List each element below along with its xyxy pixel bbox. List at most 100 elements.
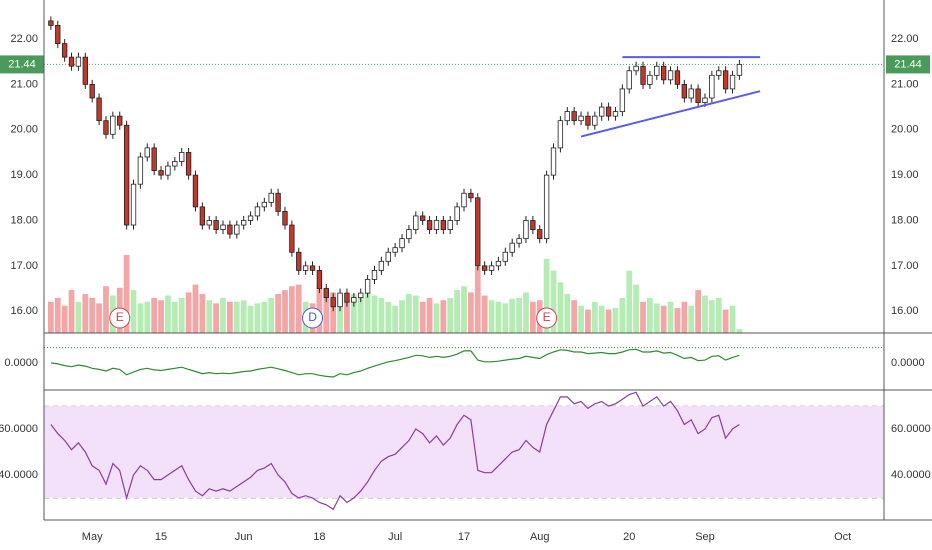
volume-bar <box>123 255 130 333</box>
x-tick-label: Oct <box>834 531 851 543</box>
y-tick-label: 16.00 <box>891 305 919 317</box>
event-label: E <box>543 310 551 324</box>
candle-body <box>502 251 508 262</box>
candle-body <box>488 265 495 271</box>
y-tick-label: 17.00 <box>891 260 919 272</box>
y-tick-label: 22.00 <box>10 33 38 45</box>
candle-body <box>185 152 192 176</box>
candle-body <box>351 297 357 303</box>
volume-bar <box>130 290 137 333</box>
candle-body <box>123 124 130 226</box>
candle-body <box>537 229 543 240</box>
candle-body <box>55 25 61 44</box>
volume-bar <box>261 301 268 333</box>
candle-body <box>227 224 233 235</box>
volume-bar <box>688 305 695 333</box>
candle-body <box>158 170 164 176</box>
rsi-tick-label: 60.0000 <box>0 423 38 435</box>
volume-bar <box>399 300 405 333</box>
candle-body <box>578 115 584 122</box>
candle-body <box>550 147 557 176</box>
volume-bar <box>736 329 743 333</box>
y-tick-label: 16.00 <box>10 305 38 317</box>
candle-body <box>144 147 150 158</box>
y-tick-label: 20.00 <box>891 124 919 136</box>
candle-body <box>165 165 171 176</box>
volume-bar <box>481 295 488 333</box>
candle-body <box>585 115 591 126</box>
candle-body <box>103 120 109 135</box>
candle-body <box>206 220 212 226</box>
candle-body <box>385 251 391 262</box>
volume-bar <box>364 292 371 333</box>
volume-bar <box>68 290 75 333</box>
volume-bar <box>378 297 385 333</box>
volume-bar <box>220 297 226 333</box>
volume-bar <box>165 295 171 333</box>
candle-body <box>702 97 708 103</box>
volume-bar <box>54 297 61 333</box>
volume-bar <box>516 297 522 333</box>
volume-bar <box>529 301 536 333</box>
volume-bar <box>185 292 192 333</box>
candle-body <box>440 220 447 230</box>
y-tick-label: 19.00 <box>891 169 919 181</box>
candle-body <box>282 211 288 226</box>
y-tick-label: 18.00 <box>10 214 38 226</box>
x-tick-label: 18 <box>313 531 325 543</box>
volume-bar <box>357 297 364 333</box>
volume-bar <box>406 294 412 333</box>
volume-bar <box>612 308 619 333</box>
candle-body <box>420 215 426 221</box>
volume-bar <box>144 301 151 333</box>
last-price-label: 21.44 <box>894 58 922 70</box>
candle-body <box>89 83 95 99</box>
volume-bar <box>564 294 571 333</box>
volume-bar <box>288 286 295 333</box>
volume-bar <box>171 301 178 333</box>
trendline <box>580 90 761 138</box>
rsi-line <box>50 391 740 511</box>
volume-bar <box>667 301 674 333</box>
candle-body <box>68 56 75 67</box>
candle-body <box>371 269 378 280</box>
volume-bar <box>282 290 288 333</box>
candle-body <box>571 111 577 122</box>
x-tick-label: May <box>82 531 103 543</box>
candle-body <box>268 192 274 203</box>
candle-body <box>592 115 598 126</box>
volume-bar <box>708 300 715 333</box>
volume-bar <box>103 286 109 333</box>
volume-bar <box>509 298 516 333</box>
volume-bar <box>75 301 82 333</box>
y-tick-label: 22.00 <box>891 33 919 45</box>
volume-bar <box>653 303 660 333</box>
candle-body <box>220 224 226 230</box>
volume-bar <box>295 284 302 333</box>
volume-bar <box>557 282 564 333</box>
volume-bar <box>344 301 350 333</box>
volume-bar <box>82 294 89 333</box>
candle-body <box>688 88 694 99</box>
volume-bar <box>647 297 653 333</box>
event-marker <box>536 307 558 329</box>
candle-body <box>130 183 137 226</box>
volume-bar <box>192 284 199 333</box>
volume-bar <box>681 301 688 333</box>
indicator-line <box>50 348 740 378</box>
candle-body <box>426 220 433 230</box>
candle-body <box>530 220 536 230</box>
rsi-tick-label: 40.0000 <box>891 469 931 481</box>
rsi-tick-label: 40.0000 <box>0 469 38 481</box>
volume-bar <box>206 300 213 333</box>
volume-bar <box>199 294 206 333</box>
candle-body <box>316 269 323 289</box>
volume-bar <box>227 301 233 333</box>
volume-bar <box>591 301 598 333</box>
candle-body <box>337 292 343 308</box>
candle-body <box>557 120 564 149</box>
candle-body <box>254 206 261 217</box>
candle-body <box>378 260 385 271</box>
candle-body <box>234 224 240 235</box>
